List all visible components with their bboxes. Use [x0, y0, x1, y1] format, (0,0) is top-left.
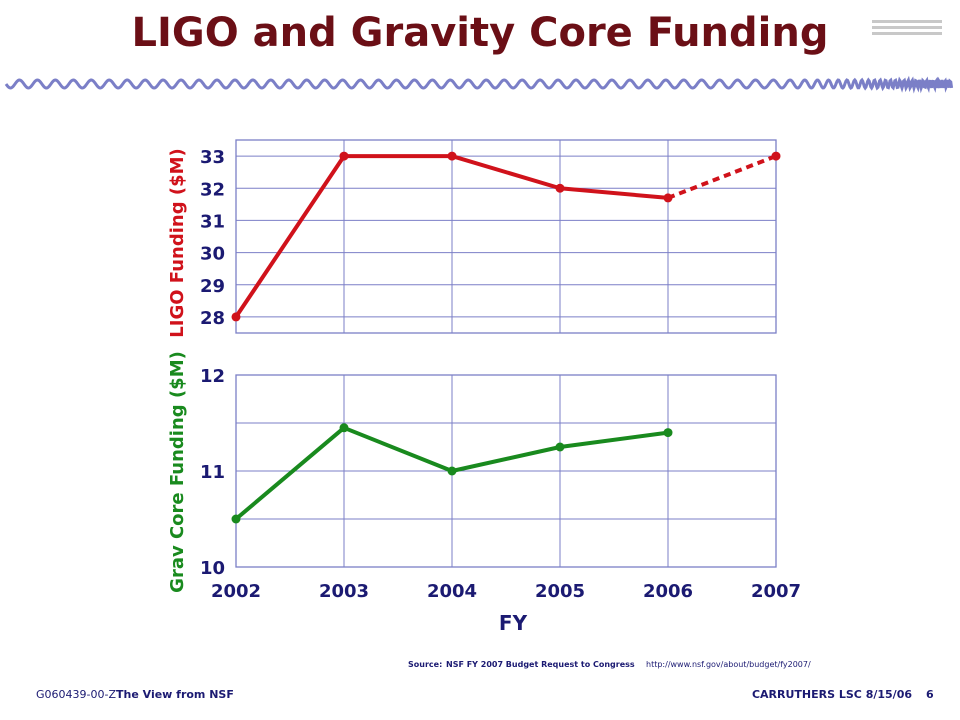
ligo-y-tick-label: 30 [200, 244, 225, 265]
slide-title: LIGO and Gravity Core Funding [131, 10, 829, 56]
ligo-funding-plot: 28 29 30 31 32 33 [200, 139, 781, 334]
grav-data-point [663, 428, 673, 438]
grav-core-funding-plot: 10 11 12 2002 2003 2004 2005 2006 2007 [200, 366, 801, 602]
grav-series-line [342, 425, 454, 473]
grav-y-tick-label: 10 [200, 558, 225, 579]
ligo-y-tick-label: 31 [200, 211, 225, 232]
x-tick-label: 2004 [427, 581, 477, 602]
source-label: Source: [408, 660, 442, 669]
ligo-data-point [771, 151, 781, 161]
ligo-data-point [555, 183, 565, 193]
grav-data-point [555, 442, 565, 452]
grav-y-tick-label: 11 [200, 462, 225, 483]
grav-y-axis-label: Grav Core Funding ($M) [167, 351, 188, 593]
logo-text-graphic [872, 20, 942, 38]
grav-data-point [339, 423, 349, 433]
ligo-plot-frame [235, 139, 777, 334]
grav-series-line [558, 430, 670, 449]
ligo-series-line [558, 186, 670, 200]
ligo-y-tick-label: 33 [200, 147, 225, 168]
ligo-y-tick-label: 29 [200, 276, 225, 297]
x-tick-label: 2003 [319, 581, 369, 602]
x-tick-label: 2006 [643, 581, 693, 602]
footer-doc-title: The View from NSF [116, 688, 234, 701]
x-tick-label: 2002 [211, 581, 261, 602]
ligo-series-line [450, 154, 562, 191]
source-url[interactable]: http://www.nsf.gov/about/budget/fy2007/ [646, 660, 811, 669]
footer-doc-id: G060439-00-ZThe View from NSF [36, 688, 234, 701]
source-text: NSF FY 2007 Budget Request to Congress [446, 660, 635, 669]
page-number: 6 [926, 688, 934, 701]
footer-doc-number: G060439-00-Z [36, 688, 116, 701]
grav-series-line [234, 425, 346, 521]
grav-data-point [447, 466, 457, 476]
grav-series-line [450, 445, 562, 473]
ligo-y-tick-label: 32 [200, 179, 225, 200]
x-axis-label: FY [499, 611, 528, 635]
x-tick-label: 2007 [751, 581, 801, 602]
decorative-wave [4, 75, 954, 94]
ligo-data-point [339, 151, 349, 161]
ligo-y-tick-label: 28 [200, 308, 225, 329]
ligo-series-line [234, 154, 346, 319]
ligo-data-point [231, 312, 241, 322]
grav-data-point [231, 514, 241, 524]
ligo-y-axis-label: LIGO Funding ($M) [167, 148, 188, 337]
ligo-series-line-projected [667, 154, 777, 200]
x-tick-label: 2005 [535, 581, 585, 602]
ligo-data-point [663, 193, 673, 203]
footer-author-date: CARRUTHERS LSC 8/15/06 [752, 688, 912, 701]
ligo-data-point [447, 151, 457, 161]
grav-y-tick-label: 12 [200, 366, 225, 387]
